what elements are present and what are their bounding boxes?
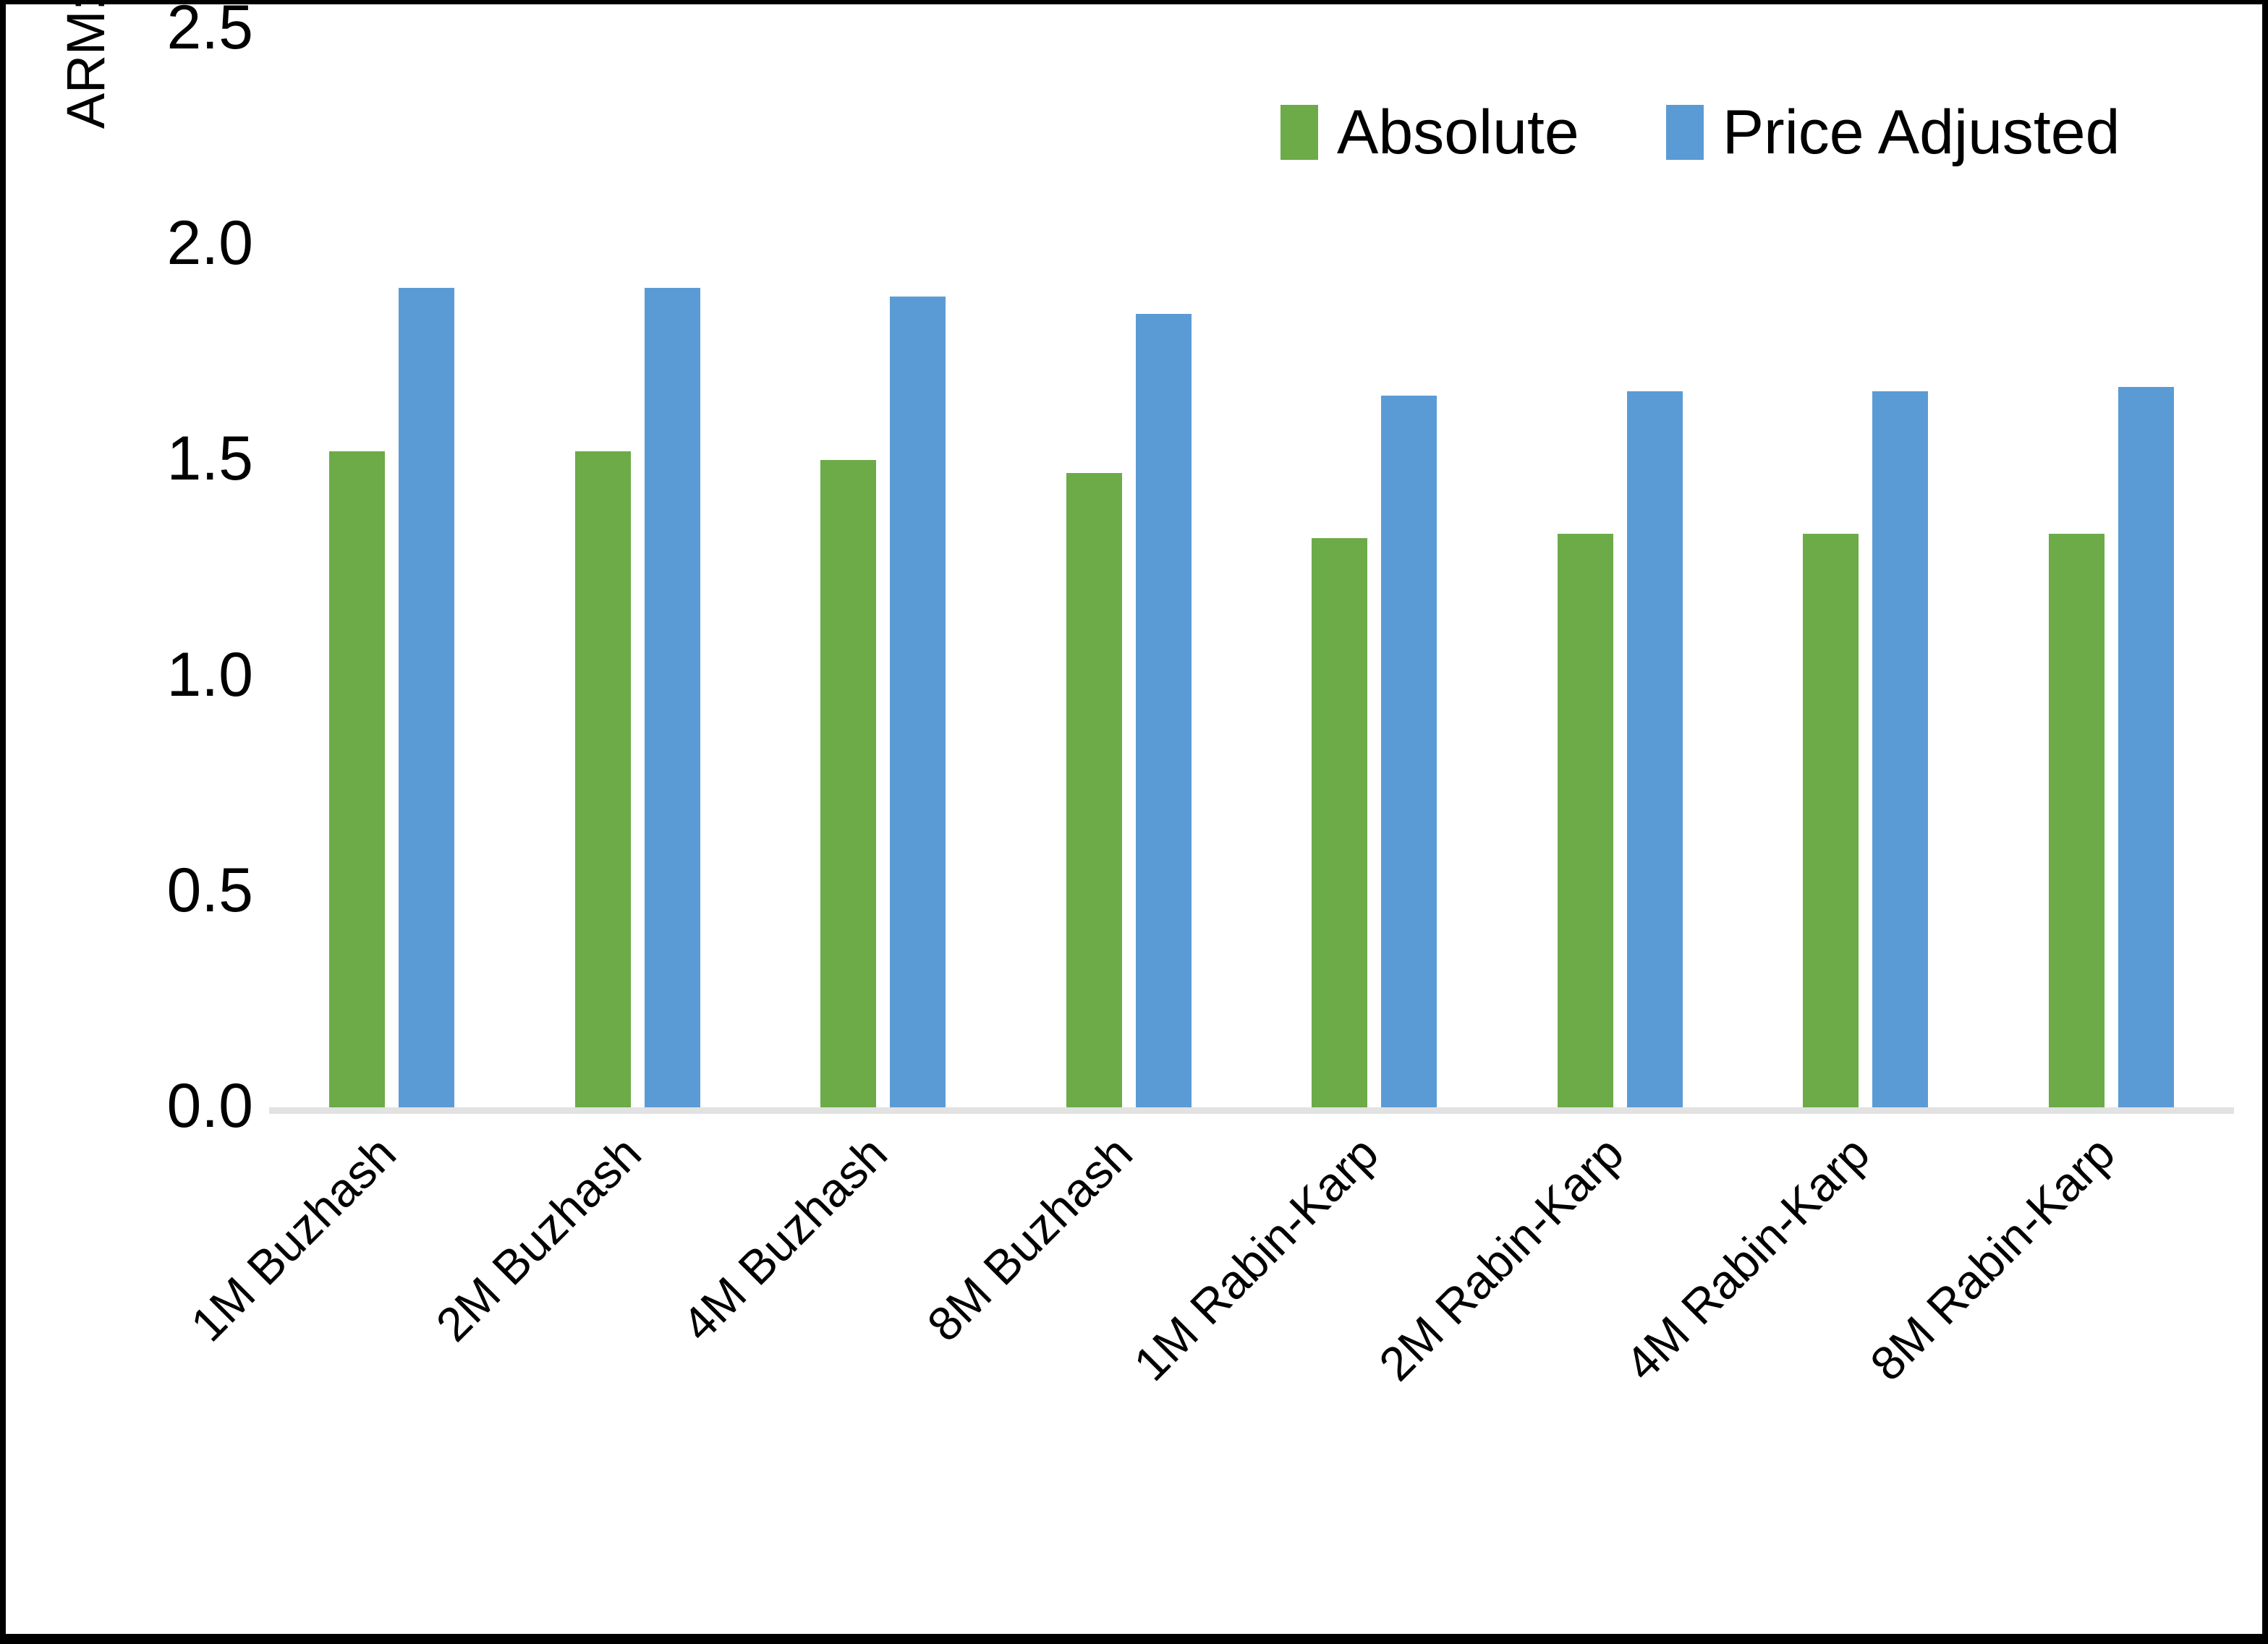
x-axis-baseline — [269, 1107, 2234, 1114]
legend-swatch-icon — [1280, 105, 1318, 160]
legend-item[interactable]: Absolute — [1280, 101, 1579, 163]
bar-absolute[interactable] — [329, 451, 386, 1107]
bar-price-adjusted[interactable] — [2118, 387, 2174, 1107]
y-axis-tick-labels: 2.5 2.0 1.5 1.0 0.5 0.0 — [65, 0, 253, 1644]
y-axis-tick-label: 0.0 — [166, 1071, 253, 1141]
bar-absolute[interactable] — [2048, 533, 2105, 1107]
chart-frame-right — [2262, 0, 2268, 1644]
y-axis-tick-label: 1.0 — [166, 639, 253, 710]
bar-group — [1989, 29, 2235, 1107]
chart-frame-left — [0, 0, 6, 1644]
x-axis-tick-labels: 1M Buzhash 2M Buzhash 4M Buzhash 8M Buzhash… — [180, 1125, 2235, 1530]
bar-group — [1006, 29, 1252, 1107]
chart-frame-top — [0, 0, 2268, 4]
chart-frame-bottom — [0, 1634, 2268, 1644]
bar-price-adjusted[interactable] — [1135, 313, 1192, 1107]
y-axis-tick-label: 2.5 — [166, 0, 253, 62]
bar-absolute[interactable] — [1312, 537, 1368, 1107]
legend-label: Absolute — [1337, 98, 1579, 167]
bar-absolute[interactable] — [820, 460, 877, 1107]
y-axis-tick-label: 2.0 — [166, 208, 253, 278]
chart-legend: Absolute Price Adjusted — [1280, 101, 2120, 163]
bar-absolute[interactable] — [1066, 473, 1122, 1107]
bar-group — [1252, 29, 1498, 1107]
bar-absolute[interactable] — [1803, 533, 1859, 1107]
plot-area — [269, 29, 2234, 1114]
bar-price-adjusted[interactable] — [890, 296, 946, 1107]
legend-swatch-icon — [1665, 105, 1704, 160]
bar-group — [1498, 29, 1744, 1107]
bar-price-adjusted[interactable] — [1381, 395, 1437, 1107]
x-axis-tick-group: 8M Rabin-Karp — [1860, 1125, 2235, 1530]
bar-group — [515, 29, 761, 1107]
bars-layer — [269, 29, 2234, 1107]
bar-price-adjusted[interactable] — [1626, 391, 1683, 1107]
bar-group — [1743, 29, 1989, 1107]
bar-price-adjusted[interactable] — [644, 287, 700, 1107]
bar-absolute[interactable] — [574, 451, 631, 1107]
y-axis-tick-label: 1.5 — [166, 424, 253, 494]
y-axis-tick-label: 0.5 — [166, 855, 253, 925]
bar-group — [760, 29, 1006, 1107]
bar-absolute[interactable] — [1557, 533, 1613, 1107]
bar-group — [269, 29, 515, 1107]
legend-label: Price Adjusted — [1722, 98, 2120, 167]
bar-price-adjusted[interactable] — [399, 287, 455, 1107]
legend-item[interactable]: Price Adjusted — [1665, 98, 2120, 167]
bar-price-adjusted[interactable] — [1872, 391, 1929, 1107]
